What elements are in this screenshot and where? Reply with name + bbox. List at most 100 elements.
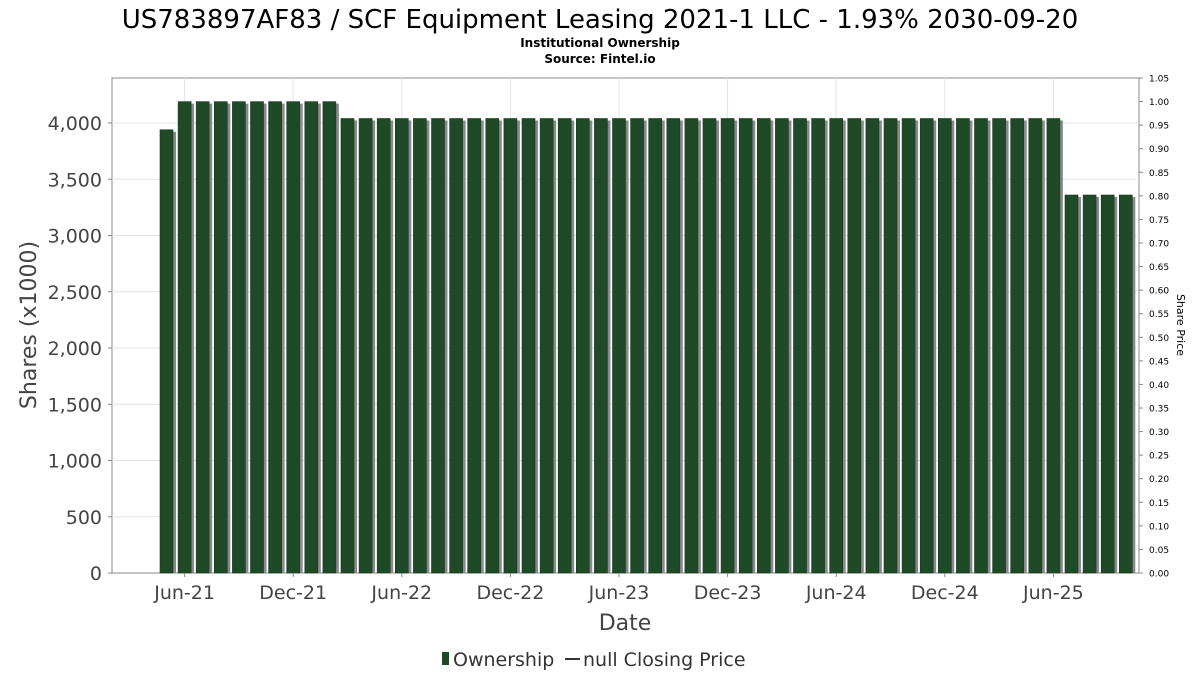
x-tick-label: Jun-25 — [1022, 582, 1084, 604]
ownership-bar-fill — [992, 118, 1006, 574]
legend-price-label: null Closing Price — [583, 649, 746, 671]
ownership-bar-fill — [937, 118, 952, 574]
y-tick-label: 3,500 — [48, 169, 102, 191]
ownership-bar — [521, 118, 538, 574]
ownership-bar-fill — [847, 118, 862, 574]
ownership-bar — [449, 118, 466, 574]
ownership-bar-fill — [956, 118, 970, 574]
ownership-bar-fill — [1010, 118, 1025, 574]
ownership-bar — [793, 118, 810, 574]
ownership-bar-fill — [376, 118, 391, 574]
ownership-bar-fill — [811, 118, 825, 574]
ownership-bar-fill — [394, 118, 409, 574]
y-axis: 0 500 1,000 1,500 2,000 2,500 3,000 3,500 4,000 — [48, 113, 112, 585]
ownership-bar-fill — [575, 118, 590, 574]
ownership-bar — [865, 118, 882, 574]
ownership-bar-fill — [449, 118, 463, 574]
chart-title: US783897AF83 / SCF Equipment Leasing 202… — [122, 5, 1079, 35]
ownership-bar — [340, 118, 357, 574]
y2-tick-label: 0.80 — [1149, 192, 1169, 202]
ownership-bar-fill — [1064, 194, 1079, 574]
ownership-bar-fill — [177, 101, 192, 574]
ownership-bar — [177, 101, 195, 574]
ownership-bar — [250, 101, 267, 574]
ownership-bar — [702, 118, 719, 574]
ownership-bar — [974, 118, 991, 574]
ownership-bar-fill — [883, 118, 898, 574]
y-tick-label: 4,000 — [48, 113, 102, 135]
ownership-bar — [286, 101, 303, 574]
ownership-bar — [394, 118, 412, 574]
y2-tick-label: 0.95 — [1149, 122, 1169, 132]
ownership-bar-fill — [648, 118, 663, 574]
ownership-bar — [684, 118, 701, 574]
legend-ownership-swatch — [442, 652, 449, 665]
ownership-bar — [1119, 194, 1136, 574]
ownership-bar-fill — [756, 118, 771, 574]
x-tick-label: Jun-21 — [153, 582, 215, 604]
y2-tick-label: 0.15 — [1149, 499, 1169, 509]
ownership-bar — [413, 118, 430, 574]
ownership-bar — [376, 118, 394, 574]
ownership-bar-fill — [286, 101, 301, 574]
y-tick-label: 0 — [90, 563, 102, 585]
y2-tick-label: 0.30 — [1149, 428, 1169, 438]
ownership-bar — [1046, 118, 1063, 574]
ownership-bar — [648, 118, 665, 574]
ownership-bar — [612, 118, 629, 574]
y-tick-label: 500 — [66, 507, 102, 529]
ownership-bar — [159, 129, 176, 574]
ownership-bar — [214, 101, 231, 574]
x-axis-title: Date — [599, 611, 652, 636]
ownership-bar-fill — [521, 118, 536, 574]
ownership-bar-fill — [1046, 118, 1061, 574]
ownership-bar — [883, 118, 900, 574]
ownership-bar-fill — [684, 118, 699, 574]
y2-tick-label: 0.35 — [1149, 405, 1169, 415]
ownership-bar-fill — [485, 118, 500, 574]
ownership-bar — [775, 118, 792, 574]
y2-tick-label: 0.70 — [1149, 240, 1169, 250]
ownership-bar — [756, 118, 774, 574]
chart-source: Source: Fintel.io — [544, 52, 655, 66]
ownership-bar-fill — [557, 118, 572, 574]
ownership-bar — [1010, 118, 1027, 574]
ownership-bar — [1064, 194, 1081, 574]
ownership-bar-fill — [214, 101, 228, 574]
y2-tick-label: 0.75 — [1149, 216, 1169, 226]
ownership-bar-fill — [612, 118, 626, 574]
y2-axis-title: Share Price — [1174, 294, 1187, 356]
ownership-bar — [901, 118, 919, 574]
y2-tick-label: 0.00 — [1149, 570, 1169, 580]
ownership-bar-fill — [1100, 194, 1115, 574]
ownership-bar — [847, 118, 864, 574]
ownership-bar — [829, 118, 846, 574]
ownership-bar-fill — [666, 118, 681, 574]
ownership-bar-fill — [865, 118, 880, 574]
x-tick-label: Dec-24 — [911, 582, 979, 604]
x-axis: Jun-21 Dec-21 Jun-22 Dec-22 Jun-23 Dec-23 Jun-… — [153, 573, 1084, 604]
ownership-bar-fill — [1119, 194, 1133, 574]
ownership-bar-fill — [304, 101, 319, 574]
ownership-bar — [666, 118, 683, 574]
y-tick-label: 3,000 — [48, 226, 102, 248]
ownership-bar-fill — [159, 129, 174, 574]
y2-tick-label: 0.55 — [1149, 310, 1169, 320]
ownership-bar-fill — [720, 118, 735, 574]
ownership-bar-fill — [775, 118, 789, 574]
ownership-bar — [195, 101, 213, 574]
ownership-bar — [232, 101, 249, 574]
ownership-bar — [485, 118, 502, 574]
ownership-bar-fill — [630, 118, 644, 574]
ownership-bar — [956, 118, 973, 574]
ownership-bar-fill — [413, 118, 427, 574]
y2-tick-label: 0.10 — [1149, 522, 1169, 532]
ownership-bar — [937, 118, 955, 574]
y2-tick-label: 0.25 — [1149, 452, 1169, 462]
ownership-bar-fill — [232, 101, 246, 574]
ownership-bar-fill — [503, 118, 518, 574]
ownership-bar-fill — [793, 118, 807, 574]
bars-group — [159, 101, 1136, 574]
y-tick-label: 2,500 — [48, 282, 102, 304]
chart-subtitle: Institutional Ownership — [520, 36, 680, 50]
